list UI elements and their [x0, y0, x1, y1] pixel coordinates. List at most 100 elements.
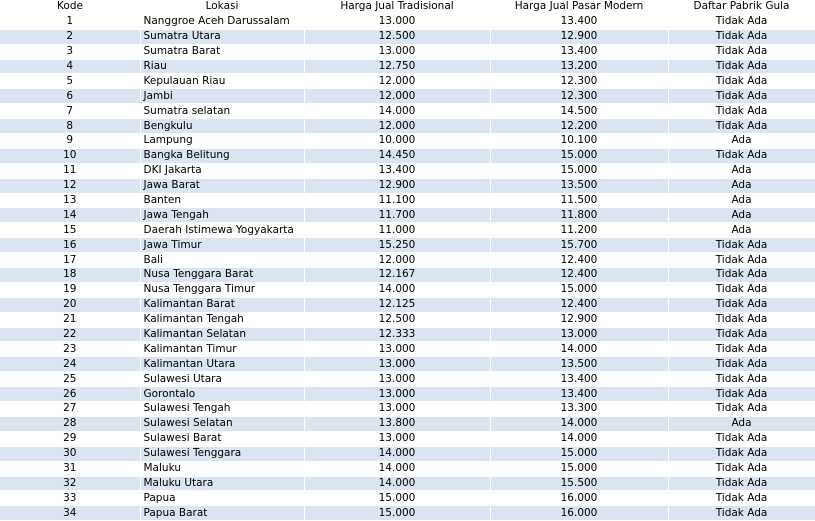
harga-tradisional-cell: 13.000 [303, 44, 490, 60]
pabrik-gula-cell: Tidak Ada [667, 461, 815, 477]
table-row: 11 DKI Jakarta 13.400 15.000 Ada [0, 163, 815, 179]
lokasi-cell: Sumatra Barat [139, 44, 304, 60]
lokasi-cell: Kalimantan Utara [139, 356, 304, 373]
harga-modern-cell: 15.000 [489, 282, 668, 298]
table-row: 12 Jawa Barat 12.900 13.500 Ada [0, 178, 815, 194]
pabrik-gula-cell: Tidak Ada [667, 341, 815, 358]
kode-cell: 12 [0, 178, 140, 194]
harga-modern-cell: 12.300 [489, 88, 668, 105]
lokasi-cell: Jambi [139, 88, 304, 105]
harga-modern-cell: 13.500 [489, 356, 668, 373]
pabrik-gula-cell: Ada [667, 416, 815, 432]
pabrik-gula-cell: Ada [667, 178, 815, 194]
harga-tradisional-cell: 14.000 [303, 461, 490, 477]
lokasi-cell: Papua Barat [139, 505, 304, 521]
harga-modern-cell: 15.000 [489, 446, 668, 462]
lokasi-cell: Sumatra Utara [139, 29, 304, 45]
harga-tradisional-cell: 12.500 [303, 29, 490, 45]
harga-modern-cell: 14.000 [489, 341, 668, 358]
lokasi-cell: DKI Jakarta [139, 163, 304, 179]
table-body: 1 Nanggroe Aceh Darussalam 13.000 13.400 Tid… [0, 14, 815, 521]
kode-cell: 16 [0, 237, 140, 254]
harga-modern-cell: 12.400 [489, 297, 668, 313]
table-row: 6 Jambi 12.000 12.300 Tidak Ada [0, 88, 815, 105]
kode-cell: 20 [0, 297, 140, 313]
harga-modern-cell: 11.800 [489, 207, 668, 224]
table-row: 7 Sumatra selatan 14.000 14.500 Tidak Ada [0, 103, 815, 120]
header-kode: Kode [0, 0, 140, 15]
lokasi-cell: Bali [139, 252, 304, 269]
harga-tradisional-cell: 14.000 [303, 103, 490, 120]
harga-tradisional-cell: 12.750 [303, 59, 490, 75]
table-row: 30 Sulawesi Tenggara 14.000 15.000 Tidak Ada [0, 446, 815, 462]
harga-modern-cell: 13.200 [489, 59, 668, 75]
lokasi-cell: Kepulauan Riau [139, 73, 304, 90]
harga-modern-cell: 12.300 [489, 73, 668, 90]
harga-tradisional-cell: 14.450 [303, 148, 490, 164]
pabrik-gula-cell: Tidak Ada [667, 237, 815, 254]
lokasi-cell: Kalimantan Selatan [139, 327, 304, 343]
kode-cell: 5 [0, 73, 140, 90]
kode-cell: 26 [0, 386, 140, 403]
harga-modern-cell: 12.400 [489, 267, 668, 283]
table-row: 29 Sulawesi Barat 13.000 14.000 Tidak Ada [0, 431, 815, 447]
harga-tradisional-cell: 13.400 [303, 163, 490, 179]
lokasi-cell: Sulawesi Tenggara [139, 446, 304, 462]
lokasi-cell: Daerah Istimewa Yogyakarta [139, 222, 304, 239]
harga-tradisional-cell: 14.000 [303, 446, 490, 462]
kode-cell: 31 [0, 461, 140, 477]
lokasi-cell: Maluku Utara [139, 476, 304, 492]
kode-cell: 1 [0, 14, 140, 30]
pabrik-gula-cell: Tidak Ada [667, 282, 815, 298]
table-row: 9 Lampung 10.000 10.100 Ada [0, 133, 815, 149]
lokasi-cell: Bengkulu [139, 118, 304, 135]
table-row: 15 Daerah Istimewa Yogyakarta 11.000 11.200… [0, 222, 815, 239]
table-row: 4 Riau 12.750 13.200 Tidak Ada [0, 59, 815, 75]
lokasi-cell: Kalimantan Tengah [139, 312, 304, 328]
table-row: 23 Kalimantan Timur 13.000 14.000 Tidak Ada [0, 341, 815, 358]
header-harga-modern: Harga Jual Pasar Modern [490, 0, 668, 15]
kode-cell: 6 [0, 88, 140, 105]
table-row: 13 Banten 11.100 11.500 Ada [0, 193, 815, 209]
kode-cell: 24 [0, 356, 140, 373]
lokasi-cell: Gorontalo [139, 386, 304, 403]
kode-cell: 10 [0, 148, 140, 164]
table-row: 14 Jawa Tengah 11.700 11.800 Ada [0, 207, 815, 224]
kode-cell: 11 [0, 163, 140, 179]
harga-tradisional-cell: 13.000 [303, 401, 490, 417]
table-row: 3 Sumatra Barat 13.000 13.400 Tidak Ada [0, 44, 815, 60]
table-row: 19 Nusa Tenggara Timur 14.000 15.000 Tidak A… [0, 282, 815, 298]
pabrik-gula-cell: Tidak Ada [667, 297, 815, 313]
header-harga-tradisional: Harga Jual Tradisional [304, 0, 490, 15]
pabrik-gula-cell: Tidak Ada [667, 14, 815, 30]
table-row: 26 Gorontalo 13.000 13.400 Tidak Ada [0, 386, 815, 403]
harga-tradisional-cell: 10.000 [303, 133, 490, 149]
pabrik-gula-cell: Tidak Ada [667, 148, 815, 164]
kode-cell: 32 [0, 476, 140, 492]
harga-tradisional-cell: 13.000 [303, 356, 490, 373]
harga-modern-cell: 14.500 [489, 103, 668, 120]
pabrik-gula-cell: Tidak Ada [667, 59, 815, 75]
kode-cell: 13 [0, 193, 140, 209]
harga-modern-cell: 15.000 [489, 148, 668, 164]
harga-tradisional-cell: 14.000 [303, 282, 490, 298]
pabrik-gula-cell: Ada [667, 207, 815, 224]
header-row: Kode Lokasi Harga Jual Tradisional Harga… [0, 0, 815, 15]
pabrik-gula-cell: Tidak Ada [667, 490, 815, 507]
pabrik-gula-cell: Tidak Ada [667, 476, 815, 492]
table-row: 20 Kalimantan Barat 12.125 12.400 Tidak Ada [0, 297, 815, 313]
harga-tradisional-cell: 12.900 [303, 178, 490, 194]
harga-modern-cell: 13.000 [489, 327, 668, 343]
harga-tradisional-cell: 13.800 [303, 416, 490, 432]
table-row: 32 Maluku Utara 14.000 15.500 Tidak Ada [0, 476, 815, 492]
harga-modern-cell: 13.400 [489, 371, 668, 388]
harga-tradisional-cell: 13.000 [303, 371, 490, 388]
table-row: 33 Papua 15.000 16.000 Tidak Ada [0, 490, 815, 507]
harga-tradisional-cell: 15.000 [303, 505, 490, 521]
pabrik-gula-cell: Ada [667, 193, 815, 209]
pabrik-gula-cell: Tidak Ada [667, 44, 815, 60]
table-row: 25 Sulawesi Utara 13.000 13.400 Tidak Ada [0, 371, 815, 388]
harga-modern-cell: 10.100 [489, 133, 668, 149]
lokasi-cell: Papua [139, 490, 304, 507]
